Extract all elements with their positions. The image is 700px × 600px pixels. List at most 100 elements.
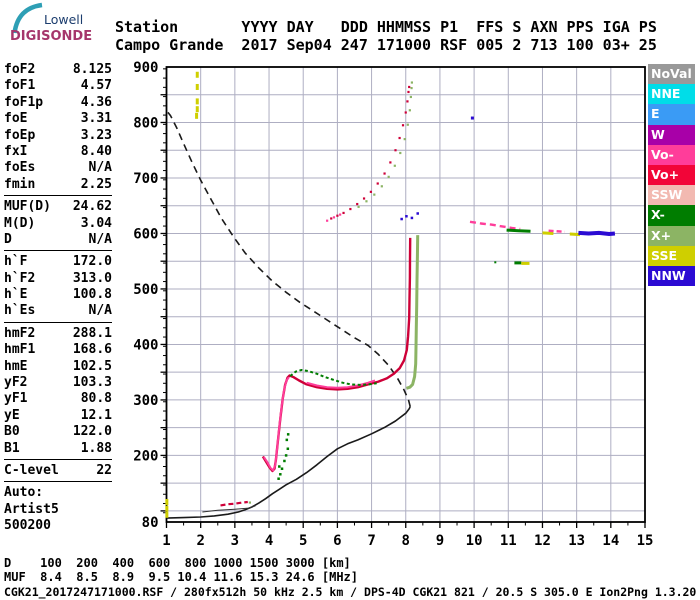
x-tick-label: 14 [602,533,619,549]
param-row: foF1 4.57 [4,78,112,94]
param-value: N/A [88,160,112,176]
param-label: yE [4,407,20,423]
param-label: foEs [4,160,36,176]
x-tick-label: 13 [568,533,585,549]
param-row: h`E 100.8 [4,287,112,303]
series-second-hop-x-green [357,81,414,208]
y-tick-label: 700 [133,171,158,187]
param-label: foF2 [4,62,36,77]
param-label: yF2 [4,375,28,391]
lowell-digisonde-logo: Lowell DIGISONDE [6,2,118,48]
legend-item-x: X- [648,205,695,226]
param-value: 168.6 [72,342,112,358]
series-x-trace-hump [289,369,377,386]
param-row: h`F2 313.0 [4,271,112,287]
y-tick-label: 200 [133,448,158,464]
param-value: N/A [88,231,112,247]
y-tick-label: 500 [133,282,158,298]
series-f-trace-pink-dip [306,379,376,389]
param-label: Artist5 [4,501,59,517]
param-row: C-level 22 [4,463,112,479]
param-value: 288.1 [72,325,112,341]
param-value: 8.40 [80,143,112,159]
series-e-trace-underline [202,505,256,513]
param-value: 4.57 [80,78,112,94]
logo-digisonde: DIGISONDE [10,29,92,44]
param-row: foF2 8.125 [4,62,112,78]
param-value: 80.8 [80,391,112,407]
x-tick-label: 4 [265,533,273,549]
param-row: foEs N/A [4,160,112,176]
param-label: D [4,231,12,247]
param-label: h`Es [4,303,36,319]
param-value: 24.62 [72,199,112,215]
param-label: hmF2 [4,325,36,341]
param-label: yF1 [4,391,28,407]
param-value: 12.1 [80,407,112,423]
param-row: Artist5 [4,502,112,518]
series-blue-specks-asymptote [400,212,419,221]
param-label: hmF1 [4,342,36,358]
header-line-2: Campo Grande 2017 Sep04 247 171000 RSF 0… [115,35,657,54]
series [165,71,616,519]
series-mid-dot-green [494,261,497,264]
legend-item-nne: NNE [648,84,695,105]
param-value: 8.125 [72,62,112,77]
x-tick-label: 5 [299,533,307,549]
param-value: 1.88 [80,440,112,456]
param-value: 4.36 [80,94,112,110]
param-label: foEp [4,127,36,143]
param-value: 172.0 [72,254,112,270]
param-label: foF1 [4,78,36,94]
param-row: foF1p 4.36 [4,95,112,111]
param-label: h`F2 [4,270,36,286]
param-row: Auto: [4,485,112,501]
param-label: MUF(D) [4,199,51,215]
series-blue-dot-lone [470,116,474,120]
grid [166,67,645,522]
legend-item-sse: SSE [648,245,695,266]
param-value: 2.25 [80,176,112,192]
series-spread-trace-blue [578,230,616,236]
x-tick-label: 1 [162,533,170,549]
series-spread-trace-yellow1 [542,231,554,235]
x-tick-label: 7 [367,533,375,549]
x-tick-label: 8 [402,533,410,549]
logo-arc-icon: Lowell DIGISONDE [10,2,92,44]
param-row: yF1 80.8 [4,391,112,407]
series-sse-dashes-topleft [195,71,199,119]
param-label: C-level [4,462,59,478]
series-f-trace-o [261,237,412,473]
legend-item-nnw: NNW [648,265,695,287]
series-spread-trace-pink [469,220,521,231]
param-label: Auto: [4,485,44,501]
param-row: M(D) 3.04 [4,216,112,232]
panel-divider [4,321,112,323]
param-value: 313.0 [72,270,112,286]
series-second-hop-o-pink [326,213,342,222]
param-value: 3.04 [80,215,112,231]
legend-item-w: W [648,124,695,145]
y-tick-label: 600 [133,226,158,242]
param-label: foE [4,111,28,127]
x-tick-label: 11 [500,533,517,549]
header-line-1: Station YYYY DAY DDD HHMMSS P1 FFS S AXN… [115,18,657,36]
param-row: D N/A [4,232,112,248]
y-tick-label: 900 [133,60,158,76]
footer-block: D 100 200 400 600 800 1000 1500 3000 [km… [4,556,358,584]
panel-divider [4,250,112,252]
param-row: yE 12.1 [4,408,112,424]
param-label: B1 [4,440,20,456]
legend-item-noval: NoVal [648,64,695,85]
param-value: 3.23 [80,127,112,143]
scale-d-line: D 100 200 400 600 800 1000 1500 3000 [km… [4,556,351,570]
y-tick-label: 400 [133,337,158,353]
param-label: hmE [4,358,28,374]
y-tick-label: 80 [142,515,159,531]
legend-item-vo: Vo+ [648,164,695,186]
series-f1-foot-scatter-green [277,433,290,480]
param-row: 500200 [4,518,112,534]
param-label: M(D) [4,215,36,231]
